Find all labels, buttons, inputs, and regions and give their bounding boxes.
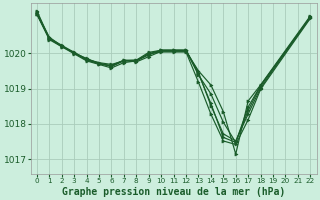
X-axis label: Graphe pression niveau de la mer (hPa): Graphe pression niveau de la mer (hPa) (62, 186, 285, 197)
